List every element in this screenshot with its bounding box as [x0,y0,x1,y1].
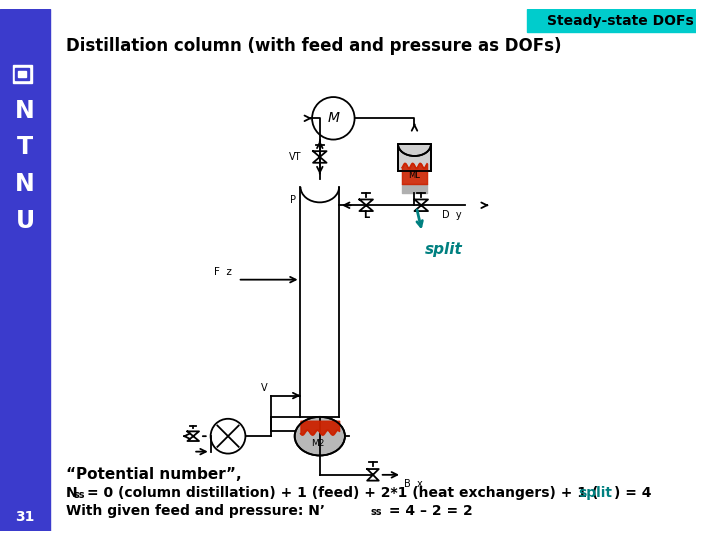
Text: F  z: F z [215,267,232,277]
Bar [398,144,431,171]
Ellipse shape [294,417,345,456]
Text: = 0 (column distillation) + 1 (feed) + 2*1 (heat exchangers) + 1 (: = 0 (column distillation) + 1 (feed) + 2… [87,487,598,501]
Bar [526,9,696,32]
Text: VT: VT [289,152,302,162]
Text: P: P [289,195,296,205]
Text: split: split [425,242,462,257]
Text: N: N [66,487,77,501]
Text: Steady-state DOFs: Steady-state DOFs [547,14,693,28]
Text: N: N [15,99,35,123]
Text: 31: 31 [15,510,35,524]
Text: V: V [261,383,267,393]
Text: ss: ss [74,490,86,500]
Circle shape [312,97,354,139]
Text: M: M [328,111,339,125]
Text: L: L [363,210,369,220]
Bar [398,144,431,171]
Text: ML: ML [408,171,420,180]
Text: N: N [15,172,35,196]
Text: Distillation column (with feed and pressure as DOFs): Distillation column (with feed and press… [66,37,561,55]
Text: ss: ss [370,507,382,517]
Text: M2: M2 [311,440,325,448]
Bar [15,68,29,80]
Text: U: U [16,209,35,233]
Text: With given feed and pressure: N’: With given feed and pressure: N’ [66,504,325,518]
Text: B  x: B x [404,480,423,489]
Text: “Potential number”,: “Potential number”, [66,467,241,482]
Text: = 4 – 2 = 2: = 4 – 2 = 2 [384,504,472,518]
Text: D  y: D y [442,210,462,220]
Bar [12,65,32,83]
Bar [0,9,50,531]
Bar [18,71,26,77]
Circle shape [211,419,246,454]
Text: T: T [17,136,33,159]
Text: ) = 4: ) = 4 [614,487,652,501]
Text: split: split [577,487,612,501]
